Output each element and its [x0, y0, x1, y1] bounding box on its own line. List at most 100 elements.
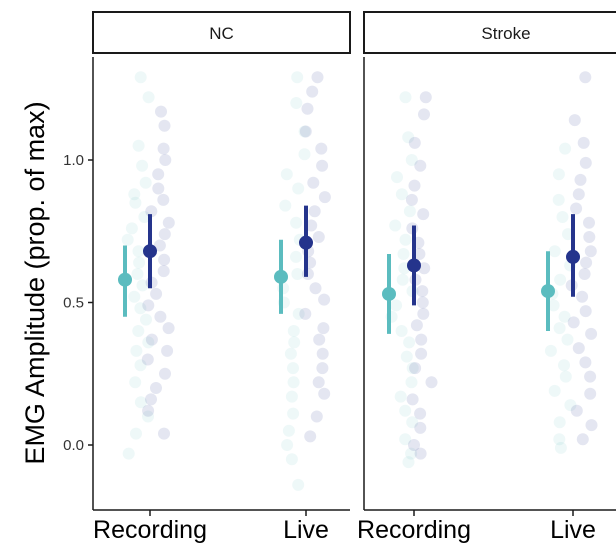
data-point: [578, 268, 591, 280]
x-tick-label: Recording: [93, 516, 207, 544]
data-point: [408, 439, 420, 451]
data-point: [138, 211, 151, 223]
data-point: [136, 159, 149, 172]
data-point: [152, 182, 165, 195]
data-point: [552, 168, 565, 181]
data-point: [311, 71, 324, 84]
data-point: [406, 362, 419, 375]
data-point: [406, 416, 419, 429]
data-point: [142, 404, 155, 417]
data-point: [583, 216, 595, 229]
data-point: [312, 376, 325, 389]
data-point: [150, 287, 163, 300]
data-point: [280, 168, 293, 181]
y-tick-label: 0.5: [63, 295, 84, 312]
data-point: [129, 376, 142, 389]
y-axis-label: EMG Amplitude (prop. of max): [20, 101, 50, 464]
data-point: [287, 362, 299, 375]
data-point: [390, 299, 403, 312]
data-point: [140, 313, 152, 326]
strip-box: [363, 11, 616, 54]
data-point: [316, 159, 329, 172]
data-point: [290, 97, 303, 109]
data-point: [134, 396, 147, 409]
data-point: [580, 256, 593, 269]
data-point: [391, 171, 403, 184]
data-point: [285, 453, 298, 466]
data-point: [142, 91, 155, 104]
data-point: [405, 447, 418, 460]
mean-point: [407, 258, 421, 273]
data-point: [567, 316, 580, 329]
data-point: [161, 344, 174, 357]
data-point: [397, 248, 410, 260]
data-point: [577, 136, 590, 149]
data-point: [417, 307, 430, 320]
data-point: [291, 268, 304, 280]
data-point: [414, 407, 427, 420]
data-point: [408, 179, 421, 192]
data-point: [292, 307, 305, 320]
data-point: [396, 273, 409, 286]
data-point: [579, 356, 592, 369]
data-point: [579, 71, 592, 84]
data-point: [158, 119, 171, 132]
x-tick-label: Live: [550, 516, 596, 544]
data-point: [403, 336, 416, 349]
data-point: [129, 196, 142, 209]
data-point: [570, 202, 583, 215]
data-point: [394, 390, 407, 403]
mean-point: [274, 269, 288, 284]
data-point: [299, 307, 312, 320]
data-point: [142, 299, 155, 312]
data-point: [142, 410, 154, 423]
data-point: [389, 219, 402, 232]
data-point: [395, 188, 408, 201]
data-point: [299, 125, 312, 138]
data-point: [395, 325, 408, 337]
data-point: [559, 370, 572, 383]
data-point: [287, 407, 300, 420]
data-point: [301, 102, 314, 115]
data-point: [139, 176, 152, 189]
mean-point: [143, 244, 157, 259]
mean-point: [299, 235, 313, 250]
data-point: [318, 293, 331, 306]
data-point: [145, 333, 158, 346]
strip-box: [92, 11, 351, 54]
data-point: [415, 333, 428, 346]
data-point: [553, 433, 566, 446]
data-point: [414, 159, 427, 172]
data-point: [399, 433, 412, 446]
data-point: [405, 193, 418, 206]
data-point: [576, 290, 589, 303]
data-point: [317, 322, 330, 335]
data-point: [416, 296, 429, 309]
data-point: [418, 262, 431, 275]
data-point: [284, 347, 297, 360]
data-point: [568, 114, 581, 127]
data-point: [416, 285, 429, 298]
data-point: [561, 333, 574, 346]
data-point: [318, 387, 331, 400]
data-point: [318, 191, 331, 204]
data-point: [145, 393, 157, 406]
data-point: [290, 250, 302, 263]
data-point: [152, 168, 165, 181]
data-point: [405, 376, 418, 389]
data-point: [285, 390, 298, 403]
data-point: [585, 327, 598, 340]
mean-point: [118, 272, 132, 287]
data-point: [158, 228, 171, 241]
data-point: [290, 216, 303, 229]
mean-point: [566, 249, 580, 264]
data-point: [282, 424, 295, 437]
data-point: [554, 273, 567, 286]
data-point: [399, 233, 412, 246]
data-point: [141, 353, 154, 366]
data-point: [553, 322, 566, 335]
data-point: [287, 376, 300, 389]
data-point: [291, 71, 304, 84]
data-point: [313, 333, 326, 346]
data-point: [279, 199, 292, 212]
